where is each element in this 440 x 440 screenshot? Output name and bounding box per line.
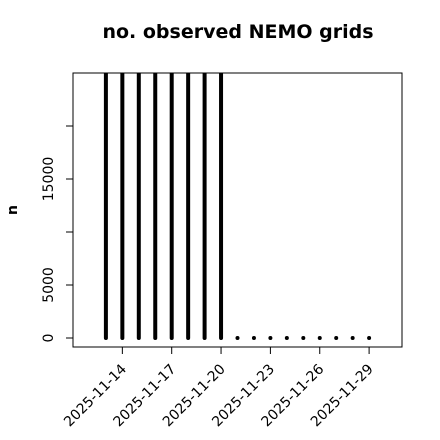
y-tick-label: 5000 [41,267,57,303]
y-tick-label: 0 [41,334,57,343]
y-axis-label: n [5,205,21,215]
chart-title: no. observed NEMO grids [102,21,373,43]
plot-frame [72,72,403,348]
plot-area [103,73,372,340]
y-tick-label: 15000 [41,157,57,202]
